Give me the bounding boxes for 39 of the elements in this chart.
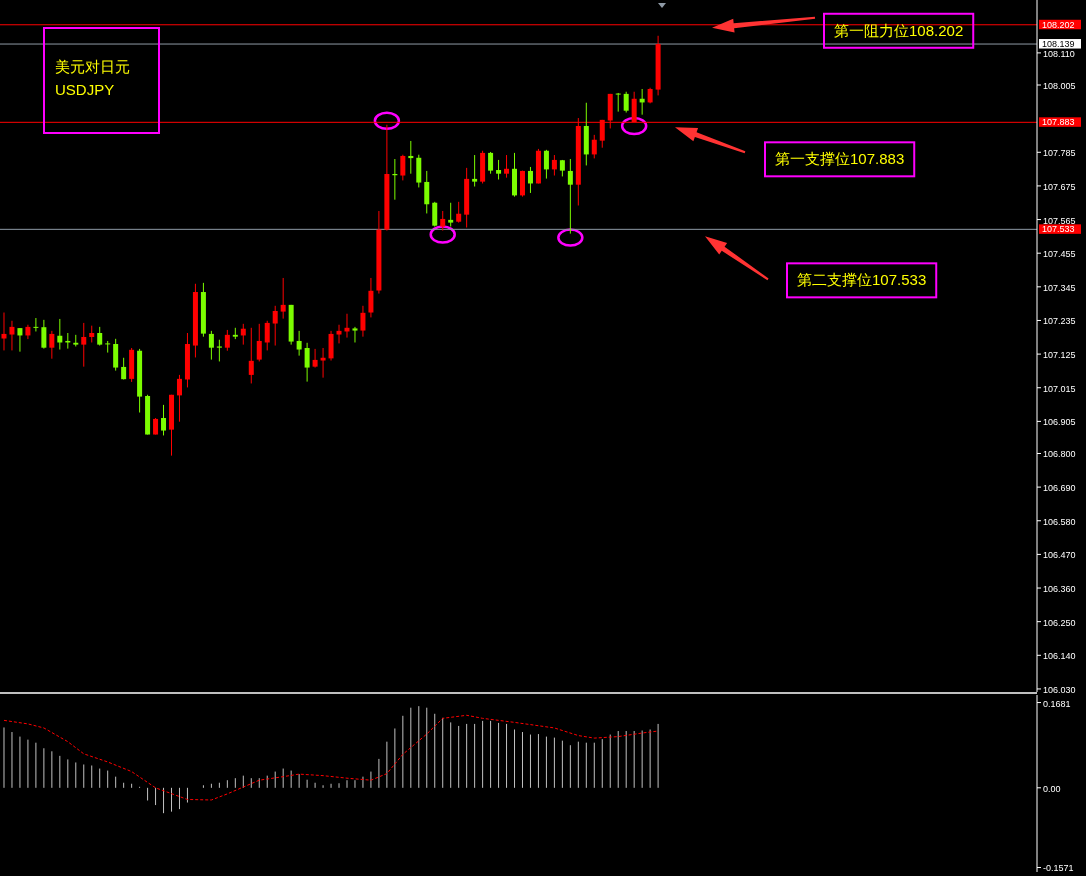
ref-line-label: 108.202 (1042, 19, 1075, 30)
y-tick-label: 106.470 (1043, 550, 1076, 561)
y-tick-label: -0.1571 (1043, 863, 1074, 874)
annotation: 第二支撑位107.533 (797, 271, 927, 289)
y-tick-label: 106.905 (1043, 417, 1076, 428)
price-tag: 108.202 (1039, 19, 1081, 30)
y-tick-label: 107.675 (1043, 181, 1076, 192)
title-box: 美元对日元 USDJPY (43, 27, 160, 134)
y-tick-label: 106.360 (1043, 584, 1076, 595)
annotation: 第二支撑位107.533 (786, 262, 938, 299)
y-tick-label: 0.1681 (1043, 698, 1071, 709)
y-tick-label: 107.345 (1043, 282, 1076, 293)
line-series (3, 714, 659, 801)
y-tick-label: 106.250 (1043, 617, 1076, 628)
y-tick-label: 108.110 (1043, 48, 1075, 59)
y-tick-label: 107.015 (1043, 383, 1076, 394)
y-tick-label: 107.785 (1043, 148, 1076, 159)
y-tick-label: 106.690 (1043, 483, 1076, 494)
ref-line-label: 108.139 (1042, 39, 1075, 50)
y-tick-label: 108.005 (1043, 81, 1076, 92)
ref-line-label: 107.883 (1042, 117, 1075, 128)
y-tick-label: 107.125 (1043, 350, 1076, 361)
ref-line-label: 107.533 (1042, 224, 1075, 235)
y-tick-label: 0.00 (1043, 783, 1061, 794)
candlestick (216, 339, 222, 362)
price-tag: 108.139 (1039, 39, 1081, 50)
y-tick-label: 106.580 (1043, 516, 1076, 527)
price-tag: 107.883 (1039, 117, 1081, 128)
annotation: 第一阻力位108.202 (834, 21, 964, 39)
price-tag: 107.533 (1039, 224, 1081, 235)
annotation: 第一支撑位107.883 (764, 141, 916, 178)
y-tick-label: 106.800 (1043, 449, 1076, 460)
annotation: 第一阻力位108.202 (823, 12, 975, 49)
annotation: 第一支撑位107.883 (775, 150, 905, 168)
y-tick-label: 107.565 (1043, 215, 1076, 226)
y-tick-label: 107.235 (1043, 316, 1076, 327)
y-tick-label: 107.455 (1043, 249, 1076, 260)
y-tick-label: 106.140 (1043, 651, 1076, 662)
y-tick-label: 106.030 (1043, 684, 1076, 695)
